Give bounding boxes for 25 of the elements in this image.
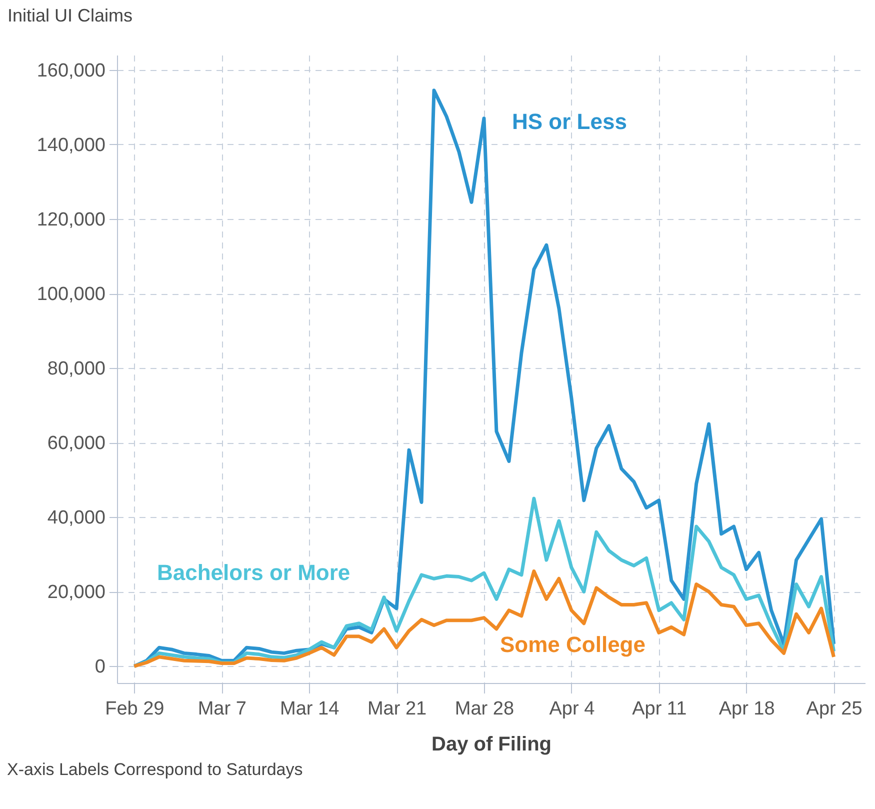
y-tick-label: 160,000 [36,60,106,82]
text: X-axis Labels Correspond to Saturdays [7,760,303,779]
x-axis-title: Day of Filing [432,734,552,756]
y-tick-label: 40,000 [47,508,106,529]
line-series [132,88,836,668]
y-tick-label: 140,000 [36,134,106,156]
x-tick-label: Apr 25 [806,698,862,720]
y-tick-label: 0 [94,656,106,678]
x-tick-label: Apr 11 [632,698,687,720]
x-tick-label: Mar 28 [454,698,514,720]
y-tick-label: 80,000 [47,358,106,380]
y-tick-label: 120,000 [36,209,106,230]
x-tick-label: Mar 21 [367,698,427,720]
y-tick-label: 20,000 [47,582,106,604]
x-tick-label: Feb 29 [105,698,164,720]
y-tick-label: 60,000 [47,433,106,454]
series-label: Some College [500,632,646,657]
series-label: Bachelors or More [157,560,350,585]
series-label: HS or Less [512,109,627,134]
x-tick-label: Apr 4 [549,698,596,720]
y-tick-label: 100,000 [36,284,106,306]
x-tick-label: Apr 18 [718,698,775,720]
y-axis-title: Initial UI Claims [8,6,133,26]
x-tick-label: Mar 7 [198,698,246,720]
x-tick-label: Mar 14 [280,698,340,720]
